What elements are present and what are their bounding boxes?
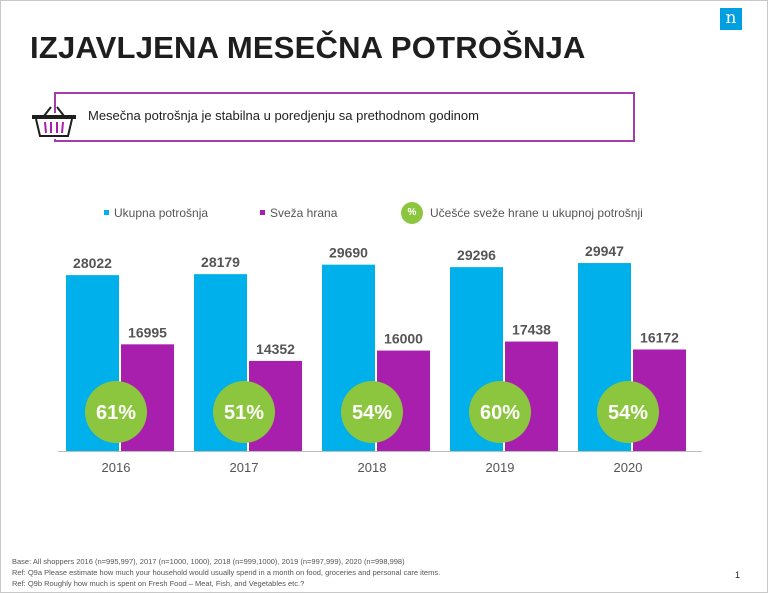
value-label-fresh-2020: 16172: [640, 330, 679, 346]
legend-total-swatch: [104, 210, 109, 216]
callout-box: [54, 92, 635, 142]
footnote-q9b: Ref: Q9b Roughly how much is spent on Fr…: [12, 579, 305, 588]
legend-fresh-label: Sveža hrana: [270, 206, 338, 220]
value-label-total-2020: 29947: [585, 243, 624, 259]
x-tick-label-2017: 2017: [230, 460, 259, 475]
x-tick-label-2020: 2020: [614, 460, 643, 475]
value-label-total-2017: 28179: [201, 254, 240, 270]
footnote-q9a: Ref: Q9a Please estimate how much your h…: [12, 568, 441, 577]
share-circle-2017: [213, 381, 275, 443]
legend-fresh-swatch: [260, 210, 265, 216]
callout-text: Mesečna potrošnja je stabilna u poredjen…: [88, 108, 479, 123]
value-label-total-2019: 29296: [457, 247, 496, 263]
share-label-2016: 61%: [96, 402, 136, 424]
value-label-fresh-2019: 17438: [512, 322, 551, 338]
legend-total-label: Ukupna potrošnja: [114, 206, 209, 220]
x-tick-label-2016: 2016: [102, 460, 131, 475]
value-label-fresh-2017: 14352: [256, 341, 295, 357]
value-label-total-2016: 28022: [73, 255, 112, 271]
legend-total: Ukupna potrošnja: [104, 206, 208, 220]
footnote-base: Base: All shoppers 2016 (n=995,997), 201…: [12, 557, 405, 566]
legend-pct-icon: %: [401, 202, 423, 224]
value-label-fresh-2016: 16995: [128, 324, 167, 340]
share-label-2020: 54%: [608, 402, 648, 424]
x-tick-label-2018: 2018: [358, 460, 387, 475]
legend-fresh: Sveža hrana: [260, 206, 337, 220]
basket-icon: [30, 106, 78, 139]
nielsen-logo: n: [720, 8, 742, 30]
value-label-total-2018: 29690: [329, 245, 368, 261]
x-tick-label-2019: 2019: [486, 460, 515, 475]
share-circle-2019: [469, 381, 531, 443]
share-label-2019: 60%: [480, 402, 520, 424]
share-circle-2020: [597, 381, 659, 443]
share-circle-2018: [341, 381, 403, 443]
share-label-2018: 54%: [352, 402, 392, 424]
share-label-2017: 51%: [224, 402, 264, 424]
value-label-fresh-2018: 16000: [384, 331, 423, 347]
share-circle-2016: [85, 381, 147, 443]
page-title: IZJAVLJENA MESEČNA POTROŠNJA: [30, 30, 586, 65]
legend-pct-label: Učešće sveže hrane u ukupnoj potrošnji: [430, 206, 643, 220]
page-number: 1: [735, 570, 741, 580]
